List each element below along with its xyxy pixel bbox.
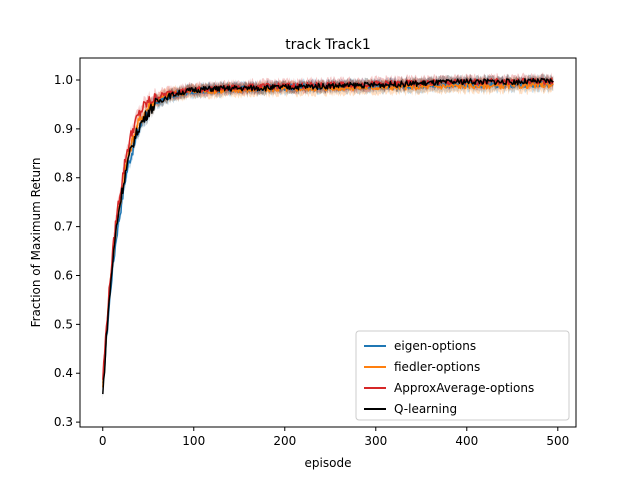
- y-axis-label: Fraction of Maximum Return: [29, 158, 43, 328]
- x-tick-label: 400: [455, 434, 478, 448]
- series-lines: [102, 77, 554, 395]
- y-tick-label: 0.3: [54, 415, 73, 429]
- x-axis-ticks: 0 100 200 300 400 500: [99, 427, 569, 448]
- plot-area-frame: [79, 57, 577, 428]
- y-tick-label: 0.6: [54, 268, 73, 282]
- x-tick-label: 0: [99, 434, 107, 448]
- x-tick-label: 500: [546, 434, 569, 448]
- legend-entry: eigen-options: [394, 339, 476, 353]
- legend-entry: Q-learning: [394, 402, 457, 416]
- y-tick-label: 0.9: [54, 122, 73, 136]
- y-axis-ticks: 0.3 0.4 0.5 0.6 0.7 0.8 0.9 1.0: [54, 73, 80, 429]
- legend: eigen-options fiedler-options ApproxAverag…: [355, 330, 570, 421]
- y-tick-label: 1.0: [54, 73, 73, 87]
- legend-entry: fiedler-options: [394, 360, 480, 374]
- y-tick-label: 0.4: [54, 366, 73, 380]
- series-band: [102, 72, 554, 386]
- y-tick-label: 0.5: [54, 317, 73, 331]
- x-tick-label: 200: [273, 434, 296, 448]
- legend-entry: ApproxAverage-options: [394, 381, 534, 395]
- x-tick-label: 100: [182, 434, 205, 448]
- x-axis-label: episode: [305, 456, 352, 470]
- y-tick-label: 0.8: [54, 171, 73, 185]
- legend-box: [355, 330, 570, 421]
- chart-title: track Track1: [285, 37, 371, 53]
- x-tick-label: 300: [364, 434, 387, 448]
- y-tick-label: 0.7: [54, 220, 73, 234]
- series-line: [102, 77, 554, 395]
